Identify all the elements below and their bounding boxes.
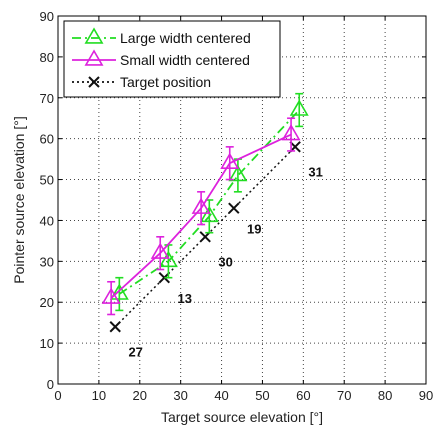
x-tick-label: 50	[255, 388, 269, 403]
triangle-marker	[191, 197, 211, 214]
x-marker-stroke	[109, 321, 121, 333]
y-tick-label: 20	[40, 295, 54, 310]
annotation-label: 27	[128, 344, 142, 359]
plot-frame	[57, 15, 427, 385]
series-layer	[101, 92, 309, 333]
legend-x-marker	[88, 76, 100, 88]
annotation-label: 19	[247, 222, 261, 237]
triangle-marker	[101, 287, 121, 304]
y-tick-label: 10	[40, 336, 54, 351]
x-tick-label: 0	[54, 388, 61, 403]
annotation-label: 30	[218, 254, 232, 269]
y-tick-label: 40	[40, 213, 54, 228]
x-marker	[228, 202, 240, 214]
annotation-label: 31	[308, 164, 322, 179]
triangle-marker	[158, 250, 178, 268]
y-tick-label: 80	[40, 50, 54, 65]
legend-label: Target position	[120, 74, 211, 90]
x-tick-label: 80	[378, 388, 392, 403]
y-tick-label: 70	[40, 91, 54, 106]
y-axis-label: Pointer source elevation [°]	[11, 116, 27, 283]
series-line	[114, 146, 296, 328]
x-tick-label: 70	[337, 388, 351, 403]
x-marker-stroke	[228, 202, 240, 214]
x-axis-label: Target source elevation [°]	[161, 409, 323, 425]
annotation-label: 13	[178, 291, 192, 306]
triangle-marker	[199, 205, 219, 223]
legend-label: Large width centered	[120, 30, 251, 46]
x-tick-label: 40	[214, 388, 228, 403]
series-2	[109, 141, 301, 333]
y-tick-label: 50	[40, 173, 54, 188]
x-tick-label: 90	[419, 388, 433, 403]
x-tick-label: 60	[296, 388, 310, 403]
triangle-marker	[220, 152, 240, 169]
x-tick-label: 10	[92, 388, 106, 403]
legend-triangle-marker	[84, 27, 104, 44]
x-marker-stroke	[88, 76, 100, 88]
legend: Large width centered Small width centered…	[63, 20, 281, 98]
series-0	[109, 92, 309, 312]
triangle-marker	[150, 242, 170, 259]
triangle-marker	[228, 164, 248, 182]
legend-box	[63, 20, 281, 98]
y-tick-label: 0	[47, 377, 54, 392]
ticks: 0 10 20 30 40 50 60 70 80 90 0 10 20 30 40 50 60 70 80 90	[40, 9, 434, 403]
y-tick-label: 60	[40, 132, 54, 147]
legend-label: Small width centered	[120, 52, 250, 68]
x-tick-label: 30	[173, 388, 187, 403]
y-tick-label: 30	[40, 254, 54, 269]
legend-triangle-marker	[84, 49, 104, 66]
triangle-marker	[109, 283, 129, 300]
triangle-marker	[289, 99, 309, 116]
y-tick-label: 90	[40, 9, 54, 24]
triangle-marker	[281, 123, 301, 141]
annotations: 27 13 30 19 31	[128, 164, 322, 359]
series-1	[101, 117, 301, 316]
x-tick-label: 20	[133, 388, 147, 403]
x-marker	[109, 321, 121, 333]
